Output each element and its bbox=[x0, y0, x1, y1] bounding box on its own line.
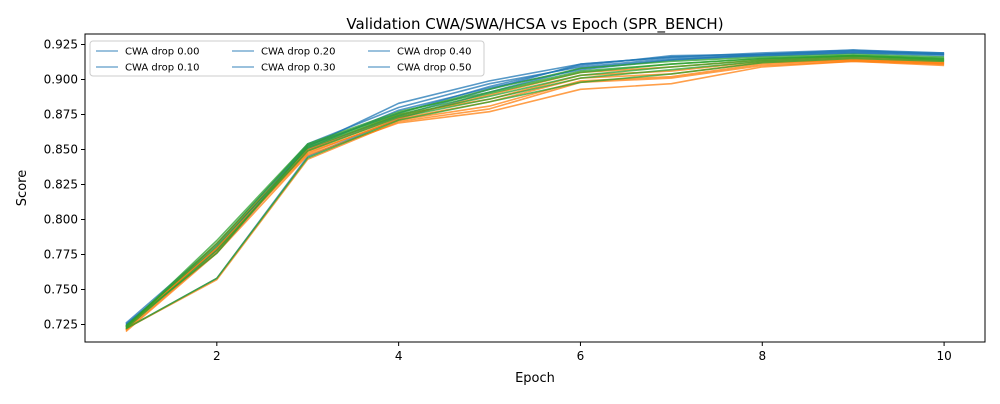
series-layer bbox=[125, 49, 945, 333]
legend-entry-label: CWA drop 0.00 bbox=[125, 47, 200, 58]
legend-entry-label: CWA drop 0.40 bbox=[397, 47, 472, 58]
y-tick-label: 0.900 bbox=[44, 73, 78, 87]
legend-entry-label: CWA drop 0.10 bbox=[125, 63, 200, 74]
y-tick-label: 0.725 bbox=[44, 318, 78, 332]
series-line-hcsa-3 bbox=[125, 57, 945, 330]
x-tick-label: 4 bbox=[395, 349, 403, 363]
y-tick-label: 0.875 bbox=[44, 108, 78, 122]
series-line-hcsa-0 bbox=[125, 56, 945, 330]
chart-title: Validation CWA/SWA/HCSA vs Epoch (SPR_BE… bbox=[346, 15, 723, 34]
y-tick-label: 0.925 bbox=[44, 38, 78, 52]
x-axis-label: Epoch bbox=[515, 371, 555, 386]
legend-entry-label: CWA drop 0.20 bbox=[261, 47, 336, 58]
plot-frame bbox=[84, 33, 986, 343]
series-line-hcsa-5 bbox=[125, 54, 945, 327]
y-tick-label: 0.775 bbox=[44, 248, 78, 262]
legend: CWA drop 0.00 CWA drop 0.10 CWA drop 0.20 C… bbox=[89, 40, 485, 77]
y-axis-label: Score bbox=[15, 170, 30, 206]
series-line-swa-3 bbox=[125, 60, 945, 330]
x-axis-ticks: 2 4 6 8 10 bbox=[213, 342, 952, 363]
y-tick-label: 0.800 bbox=[44, 213, 78, 227]
x-tick-label: 10 bbox=[936, 349, 951, 363]
series-line-hcsa-4 bbox=[125, 53, 945, 328]
legend-entry-label: CWA drop 0.30 bbox=[261, 63, 336, 74]
x-tick-label: 2 bbox=[213, 349, 221, 363]
y-tick-label: 0.825 bbox=[44, 178, 78, 192]
legend-entry-label: CWA drop 0.50 bbox=[397, 63, 472, 74]
series-line-swa-0 bbox=[125, 60, 945, 333]
y-tick-label: 0.850 bbox=[44, 143, 78, 157]
axes bbox=[84, 33, 986, 343]
x-tick-label: 8 bbox=[758, 349, 766, 363]
series-line-hcsa-1 bbox=[125, 54, 945, 328]
series-line-swa-2 bbox=[125, 57, 945, 331]
x-tick-label: 6 bbox=[577, 349, 585, 363]
y-tick-label: 0.750 bbox=[44, 283, 78, 297]
y-axis-ticks: 0.725 0.750 0.775 0.800 0.825 0.850 0.875 0.900… bbox=[44, 38, 85, 332]
series-line-swa-4 bbox=[125, 56, 945, 331]
